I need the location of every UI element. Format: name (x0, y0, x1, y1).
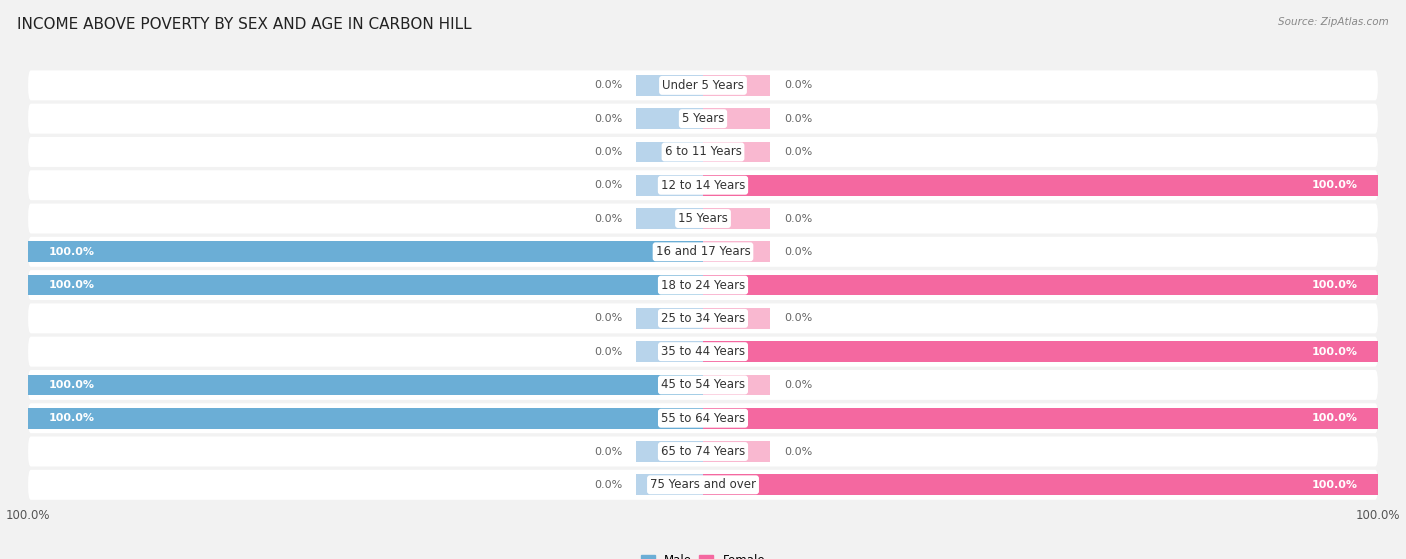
Text: Under 5 Years: Under 5 Years (662, 79, 744, 92)
Bar (703, 342, 1378, 362)
Text: 0.0%: 0.0% (593, 147, 621, 157)
Text: 100.0%: 100.0% (1312, 280, 1358, 290)
Text: 0.0%: 0.0% (785, 314, 813, 323)
FancyBboxPatch shape (28, 437, 1378, 467)
Text: 100.0%: 100.0% (1312, 180, 1358, 190)
Text: 5 Years: 5 Years (682, 112, 724, 125)
Text: 0.0%: 0.0% (593, 113, 621, 124)
Text: 18 to 24 Years: 18 to 24 Years (661, 278, 745, 292)
Text: 25 to 34 Years: 25 to 34 Years (661, 312, 745, 325)
FancyBboxPatch shape (28, 270, 1378, 300)
Text: 0.0%: 0.0% (785, 214, 813, 224)
FancyBboxPatch shape (28, 203, 1378, 234)
Text: 0.0%: 0.0% (593, 447, 621, 457)
Bar (703, 108, 770, 129)
Text: 12 to 14 Years: 12 to 14 Years (661, 179, 745, 192)
Bar (636, 108, 703, 129)
Bar (28, 408, 703, 429)
Text: 0.0%: 0.0% (593, 480, 621, 490)
FancyBboxPatch shape (28, 103, 1378, 134)
Bar (703, 408, 1378, 429)
Text: 0.0%: 0.0% (785, 447, 813, 457)
Bar (28, 241, 703, 262)
FancyBboxPatch shape (28, 337, 1378, 367)
Bar (28, 375, 703, 395)
Bar (703, 275, 1378, 295)
Text: 35 to 44 Years: 35 to 44 Years (661, 345, 745, 358)
Bar (636, 342, 703, 362)
Text: 15 Years: 15 Years (678, 212, 728, 225)
Text: 0.0%: 0.0% (593, 347, 621, 357)
FancyBboxPatch shape (28, 470, 1378, 500)
Text: 0.0%: 0.0% (593, 214, 621, 224)
Text: 16 and 17 Years: 16 and 17 Years (655, 245, 751, 258)
FancyBboxPatch shape (28, 137, 1378, 167)
Bar (703, 141, 770, 162)
Text: 100.0%: 100.0% (1312, 480, 1358, 490)
Bar (703, 308, 770, 329)
FancyBboxPatch shape (28, 237, 1378, 267)
Text: 0.0%: 0.0% (785, 80, 813, 91)
FancyBboxPatch shape (28, 370, 1378, 400)
Text: 0.0%: 0.0% (785, 147, 813, 157)
Text: 0.0%: 0.0% (785, 247, 813, 257)
Text: 65 to 74 Years: 65 to 74 Years (661, 445, 745, 458)
Bar (636, 175, 703, 196)
Legend: Male, Female: Male, Female (641, 554, 765, 559)
FancyBboxPatch shape (28, 70, 1378, 101)
Bar (703, 375, 770, 395)
Text: 100.0%: 100.0% (48, 380, 94, 390)
Bar (28, 275, 703, 295)
Bar (636, 475, 703, 495)
Text: INCOME ABOVE POVERTY BY SEX AND AGE IN CARBON HILL: INCOME ABOVE POVERTY BY SEX AND AGE IN C… (17, 17, 471, 32)
Text: 0.0%: 0.0% (593, 180, 621, 190)
Bar (636, 208, 703, 229)
Text: 6 to 11 Years: 6 to 11 Years (665, 145, 741, 158)
Bar (636, 441, 703, 462)
Bar (636, 141, 703, 162)
Bar (703, 241, 770, 262)
Text: 100.0%: 100.0% (48, 247, 94, 257)
FancyBboxPatch shape (28, 170, 1378, 200)
Bar (636, 75, 703, 96)
Text: 0.0%: 0.0% (593, 80, 621, 91)
Text: 0.0%: 0.0% (785, 113, 813, 124)
Text: 75 Years and over: 75 Years and over (650, 479, 756, 491)
Text: 100.0%: 100.0% (1312, 413, 1358, 423)
Text: 55 to 64 Years: 55 to 64 Years (661, 412, 745, 425)
Text: 100.0%: 100.0% (48, 413, 94, 423)
Text: Source: ZipAtlas.com: Source: ZipAtlas.com (1278, 17, 1389, 27)
Bar (703, 175, 1378, 196)
Text: 100.0%: 100.0% (1312, 347, 1358, 357)
Bar (703, 75, 770, 96)
Bar (703, 475, 1378, 495)
Text: 45 to 54 Years: 45 to 54 Years (661, 378, 745, 391)
Text: 0.0%: 0.0% (785, 380, 813, 390)
Bar (703, 208, 770, 229)
Bar (703, 441, 770, 462)
FancyBboxPatch shape (28, 403, 1378, 433)
Bar (636, 308, 703, 329)
FancyBboxPatch shape (28, 304, 1378, 333)
Text: 0.0%: 0.0% (593, 314, 621, 323)
Text: 100.0%: 100.0% (48, 280, 94, 290)
